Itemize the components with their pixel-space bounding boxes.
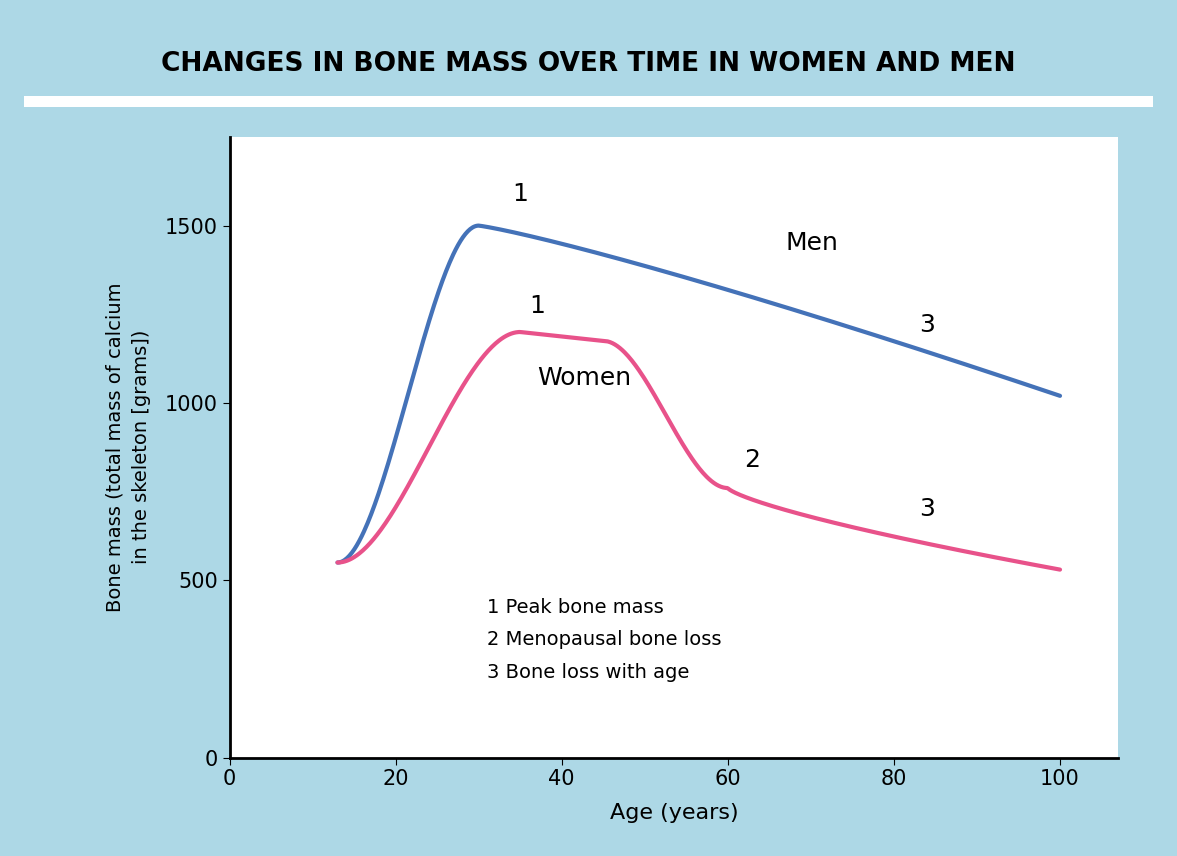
Text: CHANGES IN BONE MASS OVER TIME IN WOMEN AND MEN: CHANGES IN BONE MASS OVER TIME IN WOMEN … (161, 51, 1016, 77)
Text: 2: 2 (744, 448, 760, 472)
X-axis label: Age (years): Age (years) (610, 803, 738, 823)
Text: 3: 3 (919, 313, 935, 337)
Text: 3: 3 (919, 497, 935, 521)
Text: 1: 1 (528, 294, 545, 318)
Text: Women: Women (537, 366, 631, 390)
Y-axis label: Bone mass (total mass of calcium
in the skeleton [grams]): Bone mass (total mass of calcium in the … (105, 282, 151, 612)
Text: Men: Men (786, 231, 839, 255)
Text: 1: 1 (512, 182, 528, 206)
Text: 1 Peak bone mass
2 Menopausal bone loss
3 Bone loss with age: 1 Peak bone mass 2 Menopausal bone loss … (487, 598, 722, 682)
